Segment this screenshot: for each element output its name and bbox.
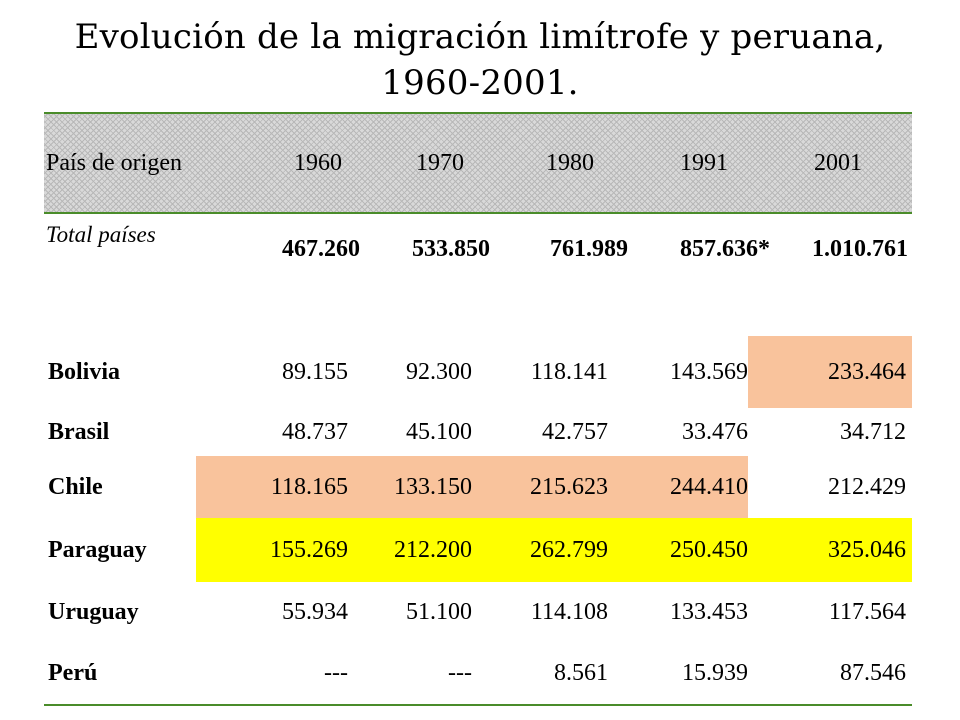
table-row-total: Total países 467.260 533.850 761.989 857… [44, 214, 912, 336]
table-cell-highlighted: 325.046 [748, 518, 912, 582]
country-label: Perú [48, 660, 98, 686]
table-row-bolivia: Bolivia 89.155 92.300 118.141 143.569 23… [44, 336, 912, 408]
table-cell: 89.155 [282, 359, 348, 385]
table-row-brasil: Brasil 48.737 45.100 42.757 33.476 34.71… [44, 408, 912, 456]
table-row-peru: Perú --- --- 8.561 15.939 87.546 [44, 642, 912, 706]
table-cell-highlighted: 250.450 [608, 518, 748, 582]
table-cell: 143.569 [670, 359, 748, 385]
table-cell: 45.100 [406, 419, 472, 445]
total-label: Total países [46, 222, 156, 247]
table-cell-highlighted: 244.410 [608, 456, 748, 518]
title-line-1: Evolución de la migración limítrofe y pe… [74, 17, 886, 57]
table-cell: 42.757 [542, 419, 608, 445]
country-label: Chile [48, 474, 103, 500]
table-cell-highlighted: 215.623 [472, 456, 608, 518]
table-cell: 118.141 [530, 359, 608, 385]
header-year-1980: 1980 [546, 150, 594, 176]
country-label: Bolivia [48, 359, 121, 385]
header-year-1991: 1991 [680, 150, 728, 176]
header-year-2001: 2001 [814, 150, 862, 176]
country-label: Brasil [48, 419, 110, 445]
table-cell: --- [324, 660, 348, 686]
table-cell: 51.100 [406, 599, 472, 625]
country-label: Paraguay [48, 537, 147, 563]
total-1960: 467.260 [282, 236, 360, 262]
table-header: País de origen 1960 1970 1980 1991 2001 [44, 112, 912, 214]
page-title: Evolución de la migración limítrofe y pe… [0, 14, 960, 106]
table-cell-highlighted: 133.150 [348, 456, 472, 518]
total-1991: 857.636* [680, 236, 770, 262]
table-row-paraguay: Paraguay 155.269 212.200 262.799 250.450… [44, 518, 912, 582]
table-cell-highlighted: 212.200 [348, 518, 472, 582]
table-cell: 48.737 [282, 419, 348, 445]
table-cell-highlighted: 118.165 [196, 456, 348, 518]
migration-table: País de origen 1960 1970 1980 1991 2001 … [44, 112, 912, 706]
header-year-1970: 1970 [416, 150, 464, 176]
table-cell-highlighted: 262.799 [472, 518, 608, 582]
header-year-1960: 1960 [294, 150, 342, 176]
table-cell: 114.108 [530, 599, 608, 625]
table-cell: 87.546 [840, 660, 906, 686]
table-cell: 117.564 [828, 599, 906, 625]
table-cell: 133.453 [670, 599, 748, 625]
total-1970: 533.850 [412, 236, 490, 262]
table-cell: 15.939 [682, 660, 748, 686]
total-1980: 761.989 [550, 236, 628, 262]
title-line-2: 1960-2001. [381, 63, 579, 103]
total-2001: 1.010.761 [812, 236, 908, 262]
table-cell: --- [448, 660, 472, 686]
table-cell: 55.934 [282, 599, 348, 625]
table-cell: 34.712 [840, 419, 906, 445]
table-cell: 8.561 [554, 660, 608, 686]
country-label: Uruguay [48, 599, 139, 625]
table-cell: 33.476 [682, 419, 748, 445]
table-cell-highlighted: 155.269 [196, 518, 348, 582]
table-cell: 212.429 [828, 474, 906, 500]
table-row-chile: Chile 118.165 133.150 215.623 244.410 21… [44, 456, 912, 518]
table-cell: 92.300 [406, 359, 472, 385]
table-cell-highlighted: 233.464 [748, 336, 912, 408]
table-row-uruguay: Uruguay 55.934 51.100 114.108 133.453 11… [44, 582, 912, 642]
header-origin: País de origen [46, 150, 182, 176]
